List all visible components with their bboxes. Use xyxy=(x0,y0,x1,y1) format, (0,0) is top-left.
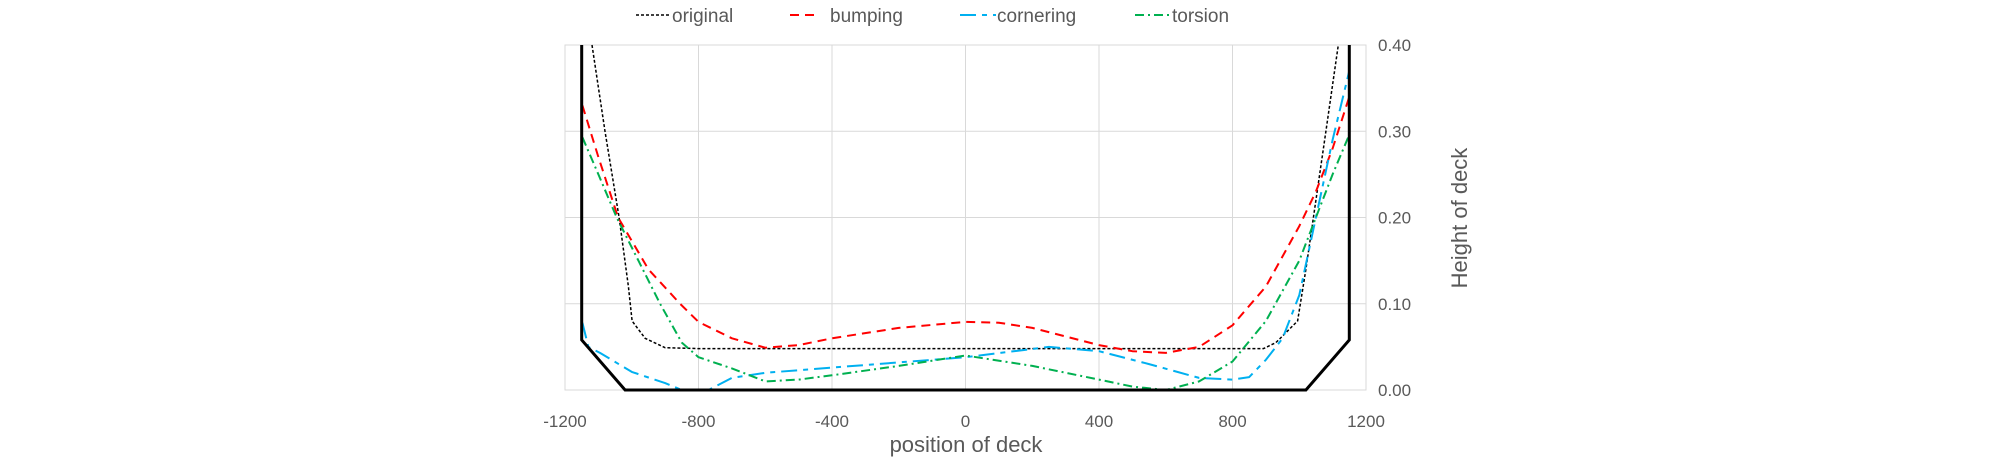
x-axis-ticks: -1200 -800 -400 0 400 800 1200 xyxy=(543,412,1385,431)
series-line-torsion xyxy=(581,134,1351,391)
x-tick-label: -800 xyxy=(681,412,715,431)
grid-lines xyxy=(564,44,1367,391)
series-layer xyxy=(581,44,1351,391)
x-axis-title: position of deck xyxy=(890,432,1044,457)
y-tick-label: 0.20 xyxy=(1378,209,1411,228)
series-line-cornering xyxy=(581,70,1351,391)
x-tick-label: 0 xyxy=(961,412,970,431)
y-tick-label: 0.00 xyxy=(1378,381,1411,400)
legend-item-bumping: bumping xyxy=(790,6,903,27)
y-tick-label: 0.10 xyxy=(1378,295,1411,314)
y-axis-ticks: 0.00 0.10 0.20 0.30 0.40 xyxy=(1378,36,1411,400)
legend-label-cornering: cornering xyxy=(997,6,1076,27)
x-tick-label: 400 xyxy=(1085,412,1113,431)
legend-item-torsion: torsion xyxy=(1135,6,1229,27)
x-tick-label: -400 xyxy=(815,412,849,431)
legend-label-original: original xyxy=(672,6,733,27)
legend-label-bumping: bumping xyxy=(830,6,903,27)
legend-label-torsion: torsion xyxy=(1172,6,1229,27)
x-tick-label: 800 xyxy=(1218,412,1246,431)
y-axis-title: Height of deck xyxy=(1447,147,1472,289)
deck-outline xyxy=(580,45,1351,392)
legend: original bumping cornering torsion xyxy=(636,6,1229,27)
legend-item-cornering: cornering xyxy=(960,6,1076,27)
legend-item-original: original xyxy=(636,6,733,27)
x-tick-label: 1200 xyxy=(1347,412,1385,431)
x-tick-label: -1200 xyxy=(543,412,586,431)
y-tick-label: 0.40 xyxy=(1378,36,1411,55)
y-tick-label: 0.30 xyxy=(1378,122,1411,141)
series-line-bumping xyxy=(581,96,1351,354)
series-line-original xyxy=(591,44,1340,350)
